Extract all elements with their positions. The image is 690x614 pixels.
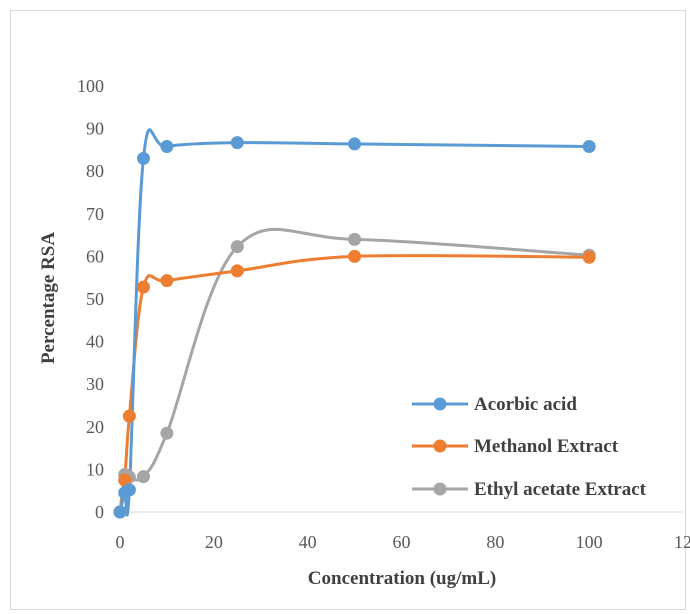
data-point — [122, 409, 136, 423]
legend-label: Acorbic acid — [474, 394, 577, 415]
y-tick-label: 90 — [86, 119, 104, 139]
data-point — [348, 249, 362, 263]
x-axis-label: Concentration (ug/mL) — [308, 568, 496, 589]
data-point — [122, 483, 136, 497]
y-tick-label: 80 — [86, 161, 104, 181]
data-point — [348, 137, 362, 151]
data-point — [348, 232, 362, 246]
legend-label: Ethyl acetate Extract — [474, 479, 647, 500]
data-point — [160, 426, 174, 440]
y-tick-label: 60 — [86, 246, 104, 266]
y-tick-label: 10 — [86, 459, 104, 479]
y-tick-label: 100 — [77, 76, 104, 96]
y-tick-label: 50 — [86, 289, 104, 309]
x-tick-label: 80 — [486, 532, 504, 552]
data-point — [160, 139, 174, 153]
series-line — [118, 227, 590, 513]
legend-marker — [433, 482, 447, 496]
legend-item: Ethyl acetate Extract — [412, 479, 647, 500]
y-tick-label: 40 — [86, 332, 104, 352]
x-tick-label: 100 — [576, 532, 603, 552]
x-tick-label: 0 — [116, 532, 125, 552]
y-tick-label: 30 — [86, 374, 104, 394]
data-point — [582, 250, 596, 264]
legend-item: Methanol Extract — [412, 436, 619, 457]
data-point — [582, 139, 596, 153]
x-tick-label: 40 — [299, 532, 317, 552]
x-tick-label: 60 — [393, 532, 411, 552]
legend-marker — [433, 397, 447, 411]
data-point — [230, 136, 244, 150]
y-tick-label: 70 — [86, 204, 104, 224]
x-tick-label: 20 — [205, 532, 223, 552]
data-point — [136, 280, 150, 294]
data-point — [160, 274, 174, 288]
series-line — [118, 254, 590, 513]
legend-label: Methanol Extract — [474, 436, 619, 457]
legend: Acorbic acid Methanol Extract Ethyl acetat… — [412, 394, 647, 500]
series-lines — [118, 128, 590, 517]
data-point — [113, 505, 127, 519]
y-tick-label: 0 — [95, 502, 104, 522]
legend-item: Acorbic acid — [412, 394, 577, 415]
y-axis-label: Percentage RSA — [38, 232, 59, 364]
data-point — [136, 151, 150, 165]
y-tick-label: 20 — [86, 417, 104, 437]
data-point — [230, 264, 244, 278]
x-tick-label: 12 — [674, 532, 690, 552]
data-point — [118, 473, 132, 487]
legend-marker — [433, 439, 447, 453]
data-point — [136, 470, 150, 484]
y-axis-ticks: 0 10 20 30 40 50 60 70 80 90 100 — [77, 76, 104, 522]
series-points — [113, 136, 596, 519]
series-line — [118, 128, 590, 517]
data-point — [230, 240, 244, 254]
x-axis-ticks: 0 20 40 60 80 100 12 — [116, 532, 690, 552]
